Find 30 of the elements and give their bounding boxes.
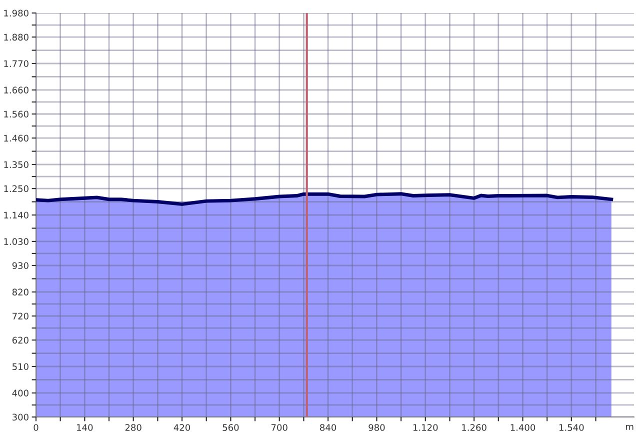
y-tick-label: 400 [12, 390, 28, 397]
x-tick-label: 1.120 [413, 424, 438, 431]
y-tick-label: 820 [12, 288, 28, 296]
x-tick-label: 140 [77, 424, 93, 431]
y-tick-label: 1.770 [4, 60, 28, 68]
x-axis-title: m [626, 424, 634, 430]
y-tick-label: 300 [12, 414, 28, 421]
y-tick-label: 1.560 [4, 110, 28, 118]
y-tick-label: 1.660 [4, 86, 28, 94]
x-tick-label: 840 [320, 424, 336, 431]
x-tick-label: 1.260 [462, 424, 486, 431]
y-tick-label: 1.350 [4, 161, 28, 168]
x-tick-label: 420 [174, 424, 190, 431]
x-tick-label: 700 [271, 424, 288, 431]
x-tick-label: 1.400 [510, 424, 536, 431]
y-tick-label: 1.880 [4, 34, 28, 41]
x-tick-label: 280 [125, 424, 142, 431]
y-tick-label: 1.030 [4, 238, 28, 246]
x-tick-label: 980 [368, 424, 385, 431]
y-tick-label: 1.980 [4, 10, 28, 17]
x-tick-label: 0 [34, 424, 38, 431]
y-tick-label: 1.250 [4, 185, 28, 192]
y-tick-label: 1.460 [4, 134, 28, 142]
y-tick-label: 510 [12, 363, 28, 370]
y-tick-label: 930 [12, 262, 28, 270]
y-tick-label: 720 [12, 312, 28, 320]
y-tick-label: 1.140 [4, 212, 28, 219]
y-tick-label: 620 [12, 336, 28, 344]
x-tick-label: 560 [222, 424, 239, 431]
x-tick-label: 1.540 [559, 424, 584, 431]
